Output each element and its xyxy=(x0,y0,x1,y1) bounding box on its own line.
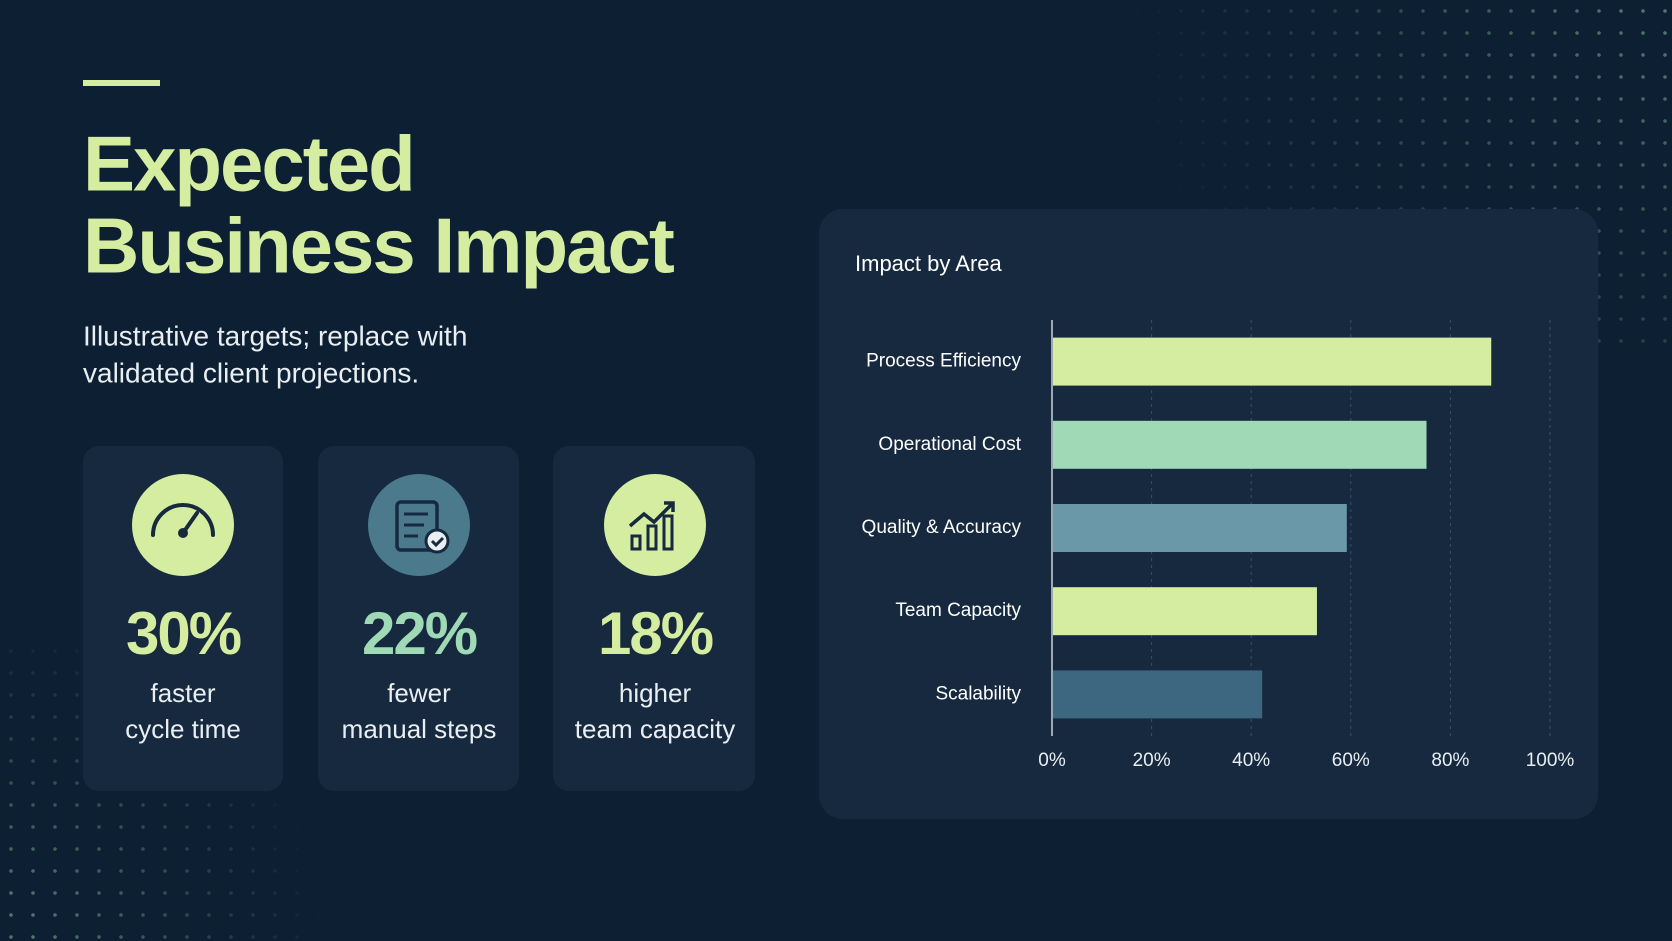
stat-label: faster xyxy=(150,678,215,708)
bar xyxy=(1053,504,1347,552)
stat-value: 30% xyxy=(126,600,241,667)
stat-label: fewer xyxy=(387,678,451,708)
stat-label: higher xyxy=(619,678,692,708)
x-tick-label: 80% xyxy=(1431,750,1469,771)
bar xyxy=(1053,670,1263,719)
title: Expected xyxy=(83,120,414,208)
stat-label: manual steps xyxy=(342,714,497,744)
y-tick-label: Quality & Accuracy xyxy=(862,517,1022,538)
chart-title: Impact by Area xyxy=(855,251,1003,276)
accent-line xyxy=(83,80,160,86)
y-tick-label: Scalability xyxy=(935,683,1021,704)
x-tick-label: 20% xyxy=(1133,750,1171,771)
y-tick-label: Team Capacity xyxy=(895,600,1021,621)
stat-value: 18% xyxy=(598,600,713,667)
stat-label: cycle time xyxy=(125,714,241,744)
x-tick-label: 100% xyxy=(1526,750,1575,771)
x-tick-label: 0% xyxy=(1038,750,1066,771)
title: Business Impact xyxy=(83,202,675,290)
bar xyxy=(1053,587,1317,636)
subtitle: validated client projections. xyxy=(83,357,419,388)
x-tick-label: 60% xyxy=(1332,750,1370,771)
y-tick-label: Operational Cost xyxy=(878,434,1021,455)
stat-card: 22% fewer manual steps xyxy=(318,446,519,791)
bar-chart: 0% 20% 40% 60% 80% 100% Process Efficiency Oper… xyxy=(862,320,1575,771)
y-tick-label: Process Efficiency xyxy=(866,351,1021,372)
stat-card: 30% faster cycle time xyxy=(83,446,283,791)
x-tick-label: 40% xyxy=(1232,750,1270,771)
bar xyxy=(1053,337,1492,386)
subtitle: Illustrative targets; replace with xyxy=(83,320,467,351)
bar xyxy=(1053,420,1427,469)
stat-card: 18% higher team capacity xyxy=(553,446,755,791)
stat-label: team capacity xyxy=(575,714,735,744)
stat-value: 22% xyxy=(362,600,477,667)
